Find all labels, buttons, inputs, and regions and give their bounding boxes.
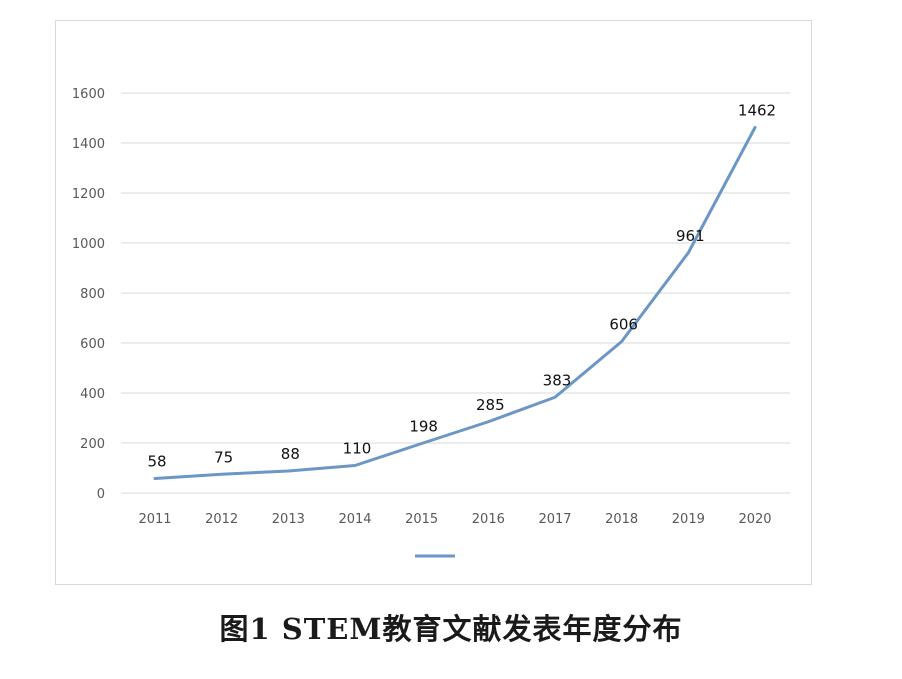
x-tick-label: 2015 <box>405 512 438 527</box>
data-label: 285 <box>476 396 505 414</box>
series-line <box>153 126 757 480</box>
data-label: 1462 <box>738 102 776 120</box>
x-tick-label: 2019 <box>672 512 705 527</box>
data-label: 606 <box>609 316 638 334</box>
x-tick-label: 2014 <box>338 512 371 527</box>
y-tick-label: 1000 <box>72 237 105 252</box>
x-tick-label: 2017 <box>538 512 571 527</box>
data-label: 198 <box>409 418 438 436</box>
line-chart: 0 200 400 600 800 1000 1200 1400 1600 2011 2012 201… <box>72 87 790 558</box>
x-tick-label: 2018 <box>605 512 638 527</box>
figure-caption: 图1 STEM教育文献发表年度分布 <box>219 612 683 646</box>
x-tick-label: 2013 <box>272 512 305 527</box>
data-label: 75 <box>214 448 233 466</box>
data-label: 110 <box>343 440 372 458</box>
y-tick-label: 0 <box>97 487 105 502</box>
y-tick-label: 1200 <box>72 187 105 202</box>
y-tick-label: 600 <box>80 337 105 352</box>
y-tick-label: 400 <box>80 387 105 402</box>
x-tick-label: 2020 <box>738 512 771 527</box>
x-tick-label: 2012 <box>205 512 238 527</box>
data-label: 88 <box>281 445 300 463</box>
x-tick-label: 2016 <box>472 512 505 527</box>
y-tick-label: 1400 <box>72 137 105 152</box>
y-tick-label: 1600 <box>72 87 105 102</box>
data-label: 961 <box>676 227 705 245</box>
x-tick-label: 2011 <box>138 512 171 527</box>
y-tick-label: 200 <box>80 437 105 452</box>
data-label: 58 <box>147 453 166 471</box>
chart-frame <box>55 20 812 585</box>
y-tick-label: 800 <box>80 287 105 302</box>
data-label: 383 <box>543 371 572 389</box>
